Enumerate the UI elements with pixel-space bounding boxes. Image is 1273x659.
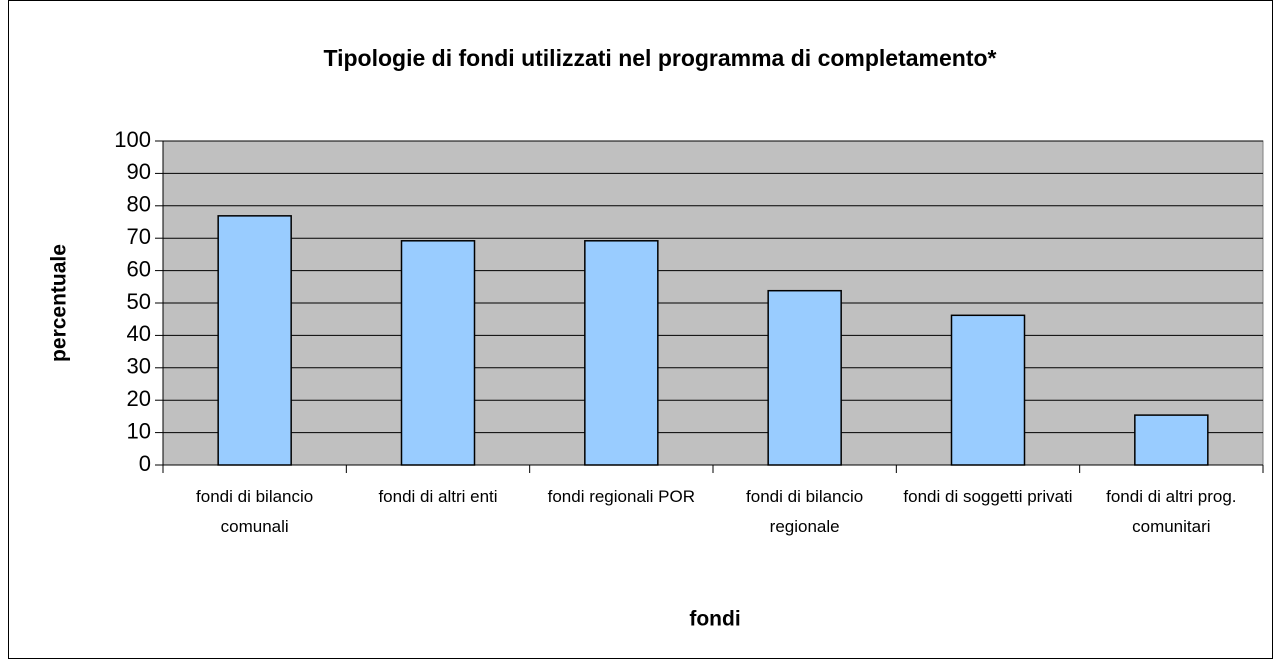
y-tick-label: 0 <box>139 451 151 476</box>
bar <box>767 289 842 466</box>
y-tick-label: 50 <box>127 289 151 314</box>
y-tick-label: 20 <box>127 386 151 411</box>
x-tick-label: fondi regionali POR <box>547 487 696 506</box>
y-tick-label: 100 <box>114 127 151 152</box>
y-tick-label: 80 <box>127 192 151 217</box>
y-axis-label: percentuale <box>48 244 71 362</box>
x-axis-label: fondi <box>689 608 740 631</box>
bar <box>217 215 292 466</box>
x-tick-label: fondi di soggetti privati <box>903 487 1073 506</box>
bar <box>400 240 476 466</box>
y-tick-label: 10 <box>127 418 151 443</box>
y-tick-label: 60 <box>127 256 151 281</box>
x-tick-label: fondi di altri enti <box>378 487 498 506</box>
x-tick-label: fondi di altri prog. comunitari <box>1106 487 1237 536</box>
chart-title: Tipologie di fondi utilizzati nel progra… <box>323 45 996 71</box>
x-tick-label: fondi di bilancio comunali <box>196 487 314 536</box>
bar <box>1134 414 1209 466</box>
y-tick-label: 70 <box>127 224 151 249</box>
bar <box>584 240 659 466</box>
y-tick-label: 30 <box>127 354 151 379</box>
y-tick-label: 40 <box>127 321 151 346</box>
bar <box>950 314 1026 466</box>
y-tick-label: 90 <box>127 159 151 184</box>
x-tick-label: fondi di bilancio regionale <box>746 487 864 536</box>
